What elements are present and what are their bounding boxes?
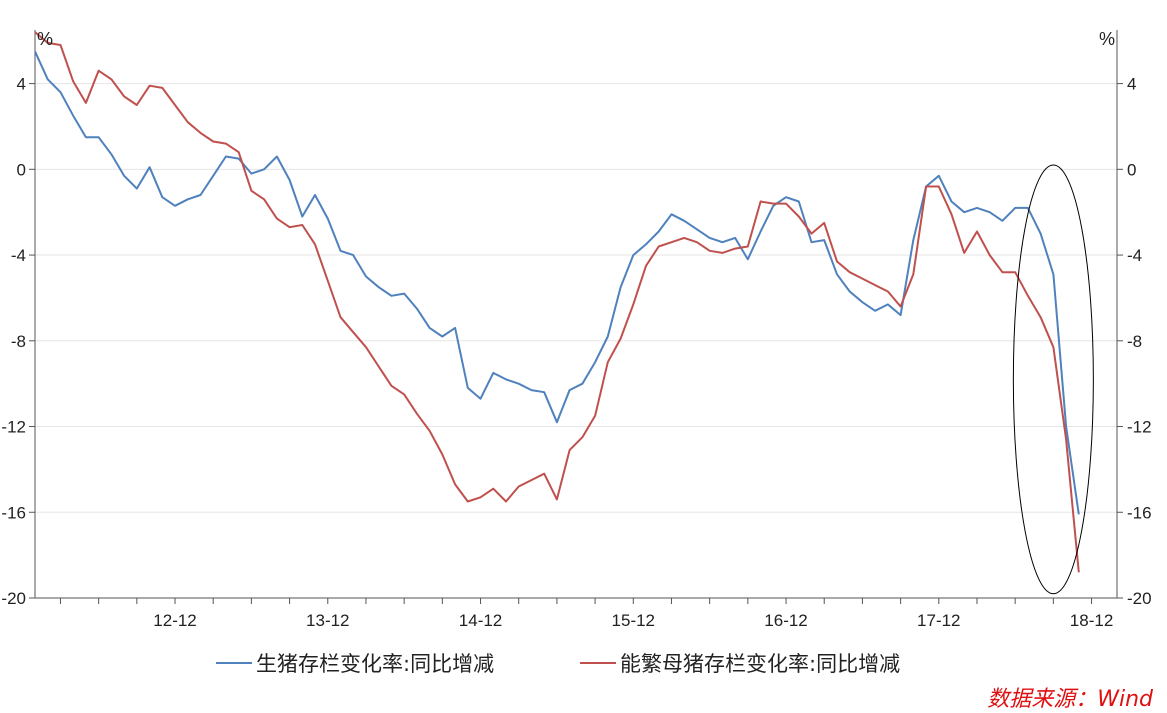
legend: 生猪存栏变化率:同比增减 能繁母猪存栏变化率:同比增减	[0, 644, 1167, 680]
y-tick-label: -16	[1127, 503, 1152, 522]
legend-label: 生猪存栏变化率:同比增减	[256, 652, 495, 676]
x-axis: 12-12 13-12 14-12 15-12 16-12 17-12 18-12	[59, 598, 1113, 630]
legend-item-sow-inventory: 能繁母猪存栏变化率:同比增减	[580, 648, 900, 678]
y-tick-label: -4	[11, 246, 26, 265]
x-tick-label: 18-12	[1070, 611, 1113, 630]
legend-item-hog-inventory: 生猪存栏变化率:同比增减	[216, 648, 494, 678]
y-tick-label: 4	[17, 75, 26, 94]
left-axis-unit: %	[37, 29, 53, 49]
y-tick-label: 0	[1127, 160, 1136, 179]
legend-swatch	[216, 662, 252, 664]
line-chart: 4 0 -4 -8 -12 -16 -20 4 0 -4 -8 -12 -16 -20 12-12 13-…	[1, 29, 1152, 630]
left-y-axis: 4 0 -4 -8 -12 -16 -20	[1, 75, 35, 608]
y-tick-label: 0	[17, 160, 26, 179]
gridlines	[35, 83, 1117, 599]
series-line-hog-inventory	[34, 50, 1080, 515]
annotation-ellipse	[1012, 164, 1094, 595]
x-tick-label: 13-12	[306, 611, 349, 630]
x-tick-label: 14-12	[459, 611, 502, 630]
y-tick-label: -4	[1127, 246, 1142, 265]
axes	[34, 30, 1118, 599]
y-tick-label: -16	[1, 503, 26, 522]
y-tick-label: -8	[1127, 332, 1142, 351]
y-tick-label: -20	[1, 589, 26, 608]
x-tick-label: 12-12	[153, 611, 196, 630]
y-tick-label: -12	[1127, 418, 1152, 437]
x-tick-label: 17-12	[917, 611, 960, 630]
right-axis-unit: %	[1099, 29, 1115, 49]
legend-label: 能繁母猪存栏变化率:同比增减	[620, 652, 901, 676]
y-tick-label: -12	[1, 418, 26, 437]
y-tick-label: -20	[1127, 589, 1152, 608]
y-tick-label: -8	[11, 332, 26, 351]
source-note: 数据来源：Wind	[987, 687, 1153, 712]
y-tick-label: 4	[1127, 75, 1136, 94]
series-lines	[34, 31, 1080, 573]
legend-swatch	[580, 662, 616, 664]
x-tick-label: 15-12	[612, 611, 655, 630]
right-y-axis: 4 0 -4 -8 -12 -16 -20	[1117, 75, 1152, 608]
annotation-ellipse-shape	[1012, 164, 1094, 595]
x-tick-label: 16-12	[764, 611, 807, 630]
series-line-sow-inventory	[34, 31, 1080, 573]
